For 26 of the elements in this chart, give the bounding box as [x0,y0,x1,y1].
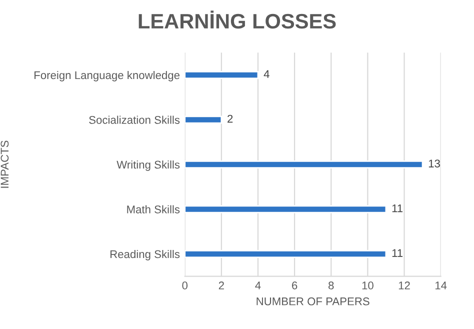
bar [184,160,424,169]
data-label: 11 [392,204,403,212]
chart-title: LEARNİNG LOSSES [138,10,336,29]
x-tick-label: 4 [255,282,261,290]
x-tick-label: 2 [218,282,224,290]
x-tick-label: 14 [435,282,447,290]
data-label: 4 [264,70,270,78]
y-axis-title: IMPACTS [0,140,9,188]
y-tick-label: Reading Skills [110,250,180,260]
x-tick-label: 0 [182,282,188,290]
y-tick-label: Math Skills [127,205,180,214]
data-label: 2 [228,114,233,123]
bar [184,250,387,258]
x-tick-label: 6 [292,282,298,290]
bar [184,70,259,80]
data-label: 13 [428,160,440,168]
x-tick-label: 12 [398,282,410,290]
data-label: 11 [392,249,403,257]
y-tick-label: Writing Skills [116,160,180,171]
x-tick-label: 8 [328,282,334,290]
bar [184,116,222,124]
y-tick-label: Foreign Language knowledge [34,70,180,82]
x-axis-title: NUMBER OF PAPERS [256,297,370,306]
bar [184,205,387,214]
x-tick-label: 10 [362,282,374,290]
y-tick-label: Socialization Skills [89,116,180,124]
